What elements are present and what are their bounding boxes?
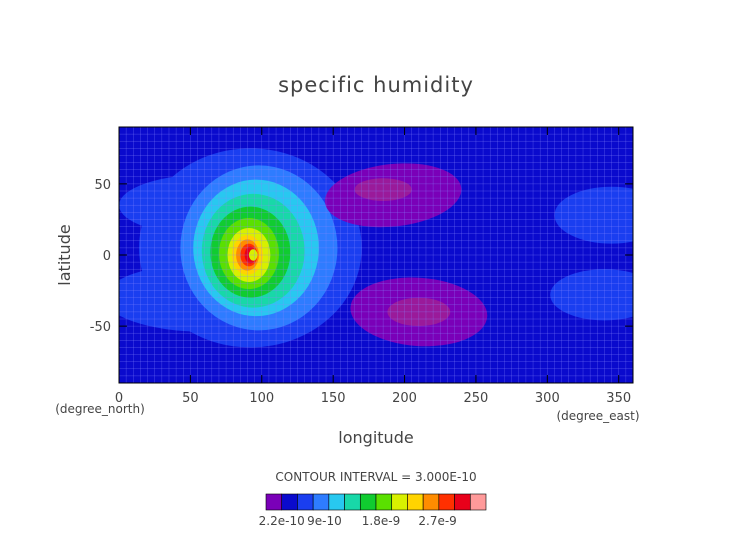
y-tick-label: -50 (90, 320, 111, 335)
colorbar-swatch (407, 493, 424, 511)
colorbar-swatch (344, 493, 361, 511)
y-tick-label: 50 (94, 178, 111, 193)
colorbar-swatch (391, 493, 408, 511)
contour-interval-text: CONTOUR INTERVAL = 3.000E-10 (275, 470, 476, 484)
colorbar-swatch (328, 493, 345, 511)
colorbar-tick-label: 2.7e-9 (418, 514, 456, 528)
colorbar-swatch (375, 493, 393, 511)
colorbar-swatch (312, 493, 330, 511)
colorbar-swatch (359, 493, 377, 511)
colorbar-tick-label: 2.2e-10 (259, 514, 305, 528)
y-unit-label: (degree_north) (55, 402, 145, 416)
colorbar-labels: 2.2e-10 9e-10 1.8e-9 2.7e-9 (259, 514, 457, 528)
east-moist-patch-north (554, 186, 633, 244)
humidity-contours (119, 148, 633, 348)
x-tick-label: 0 (115, 391, 123, 406)
colorbar-swatch (454, 493, 471, 511)
heatmap-plot-area (119, 127, 633, 383)
x-axis: 0 50 100 150 200 250 300 350 (115, 127, 631, 406)
y-axis-title: latitude (55, 224, 74, 285)
colorbar-swatch (265, 493, 283, 511)
x-axis-title: longitude (338, 428, 413, 447)
x-tick-label: 150 (321, 391, 346, 406)
x-tick-label: 50 (182, 391, 199, 406)
colorbar-swatch (297, 493, 314, 511)
colorbar-swatch (281, 493, 298, 511)
colorbar-swatch (469, 493, 487, 511)
y-axis: -50 0 50 (90, 178, 633, 335)
east-moist-patch-south (550, 269, 633, 321)
y-tick-label: 0 (103, 249, 111, 264)
x-tick-label: 350 (606, 391, 631, 406)
x-tick-label: 250 (464, 391, 489, 406)
colorbar-tick-label: 1.8e-9 (362, 514, 400, 528)
chart-title: specific humidity (278, 73, 474, 97)
colorbar-tick-label: 9e-10 (307, 514, 342, 528)
x-tick-label: 300 (535, 391, 560, 406)
colorbar (265, 493, 487, 511)
x-tick-label: 100 (249, 391, 274, 406)
colorbar-swatch (422, 493, 440, 511)
x-tick-label: 200 (392, 391, 417, 406)
colorbar-swatch (438, 493, 455, 511)
x-unit-label: (degree_east) (556, 409, 639, 423)
